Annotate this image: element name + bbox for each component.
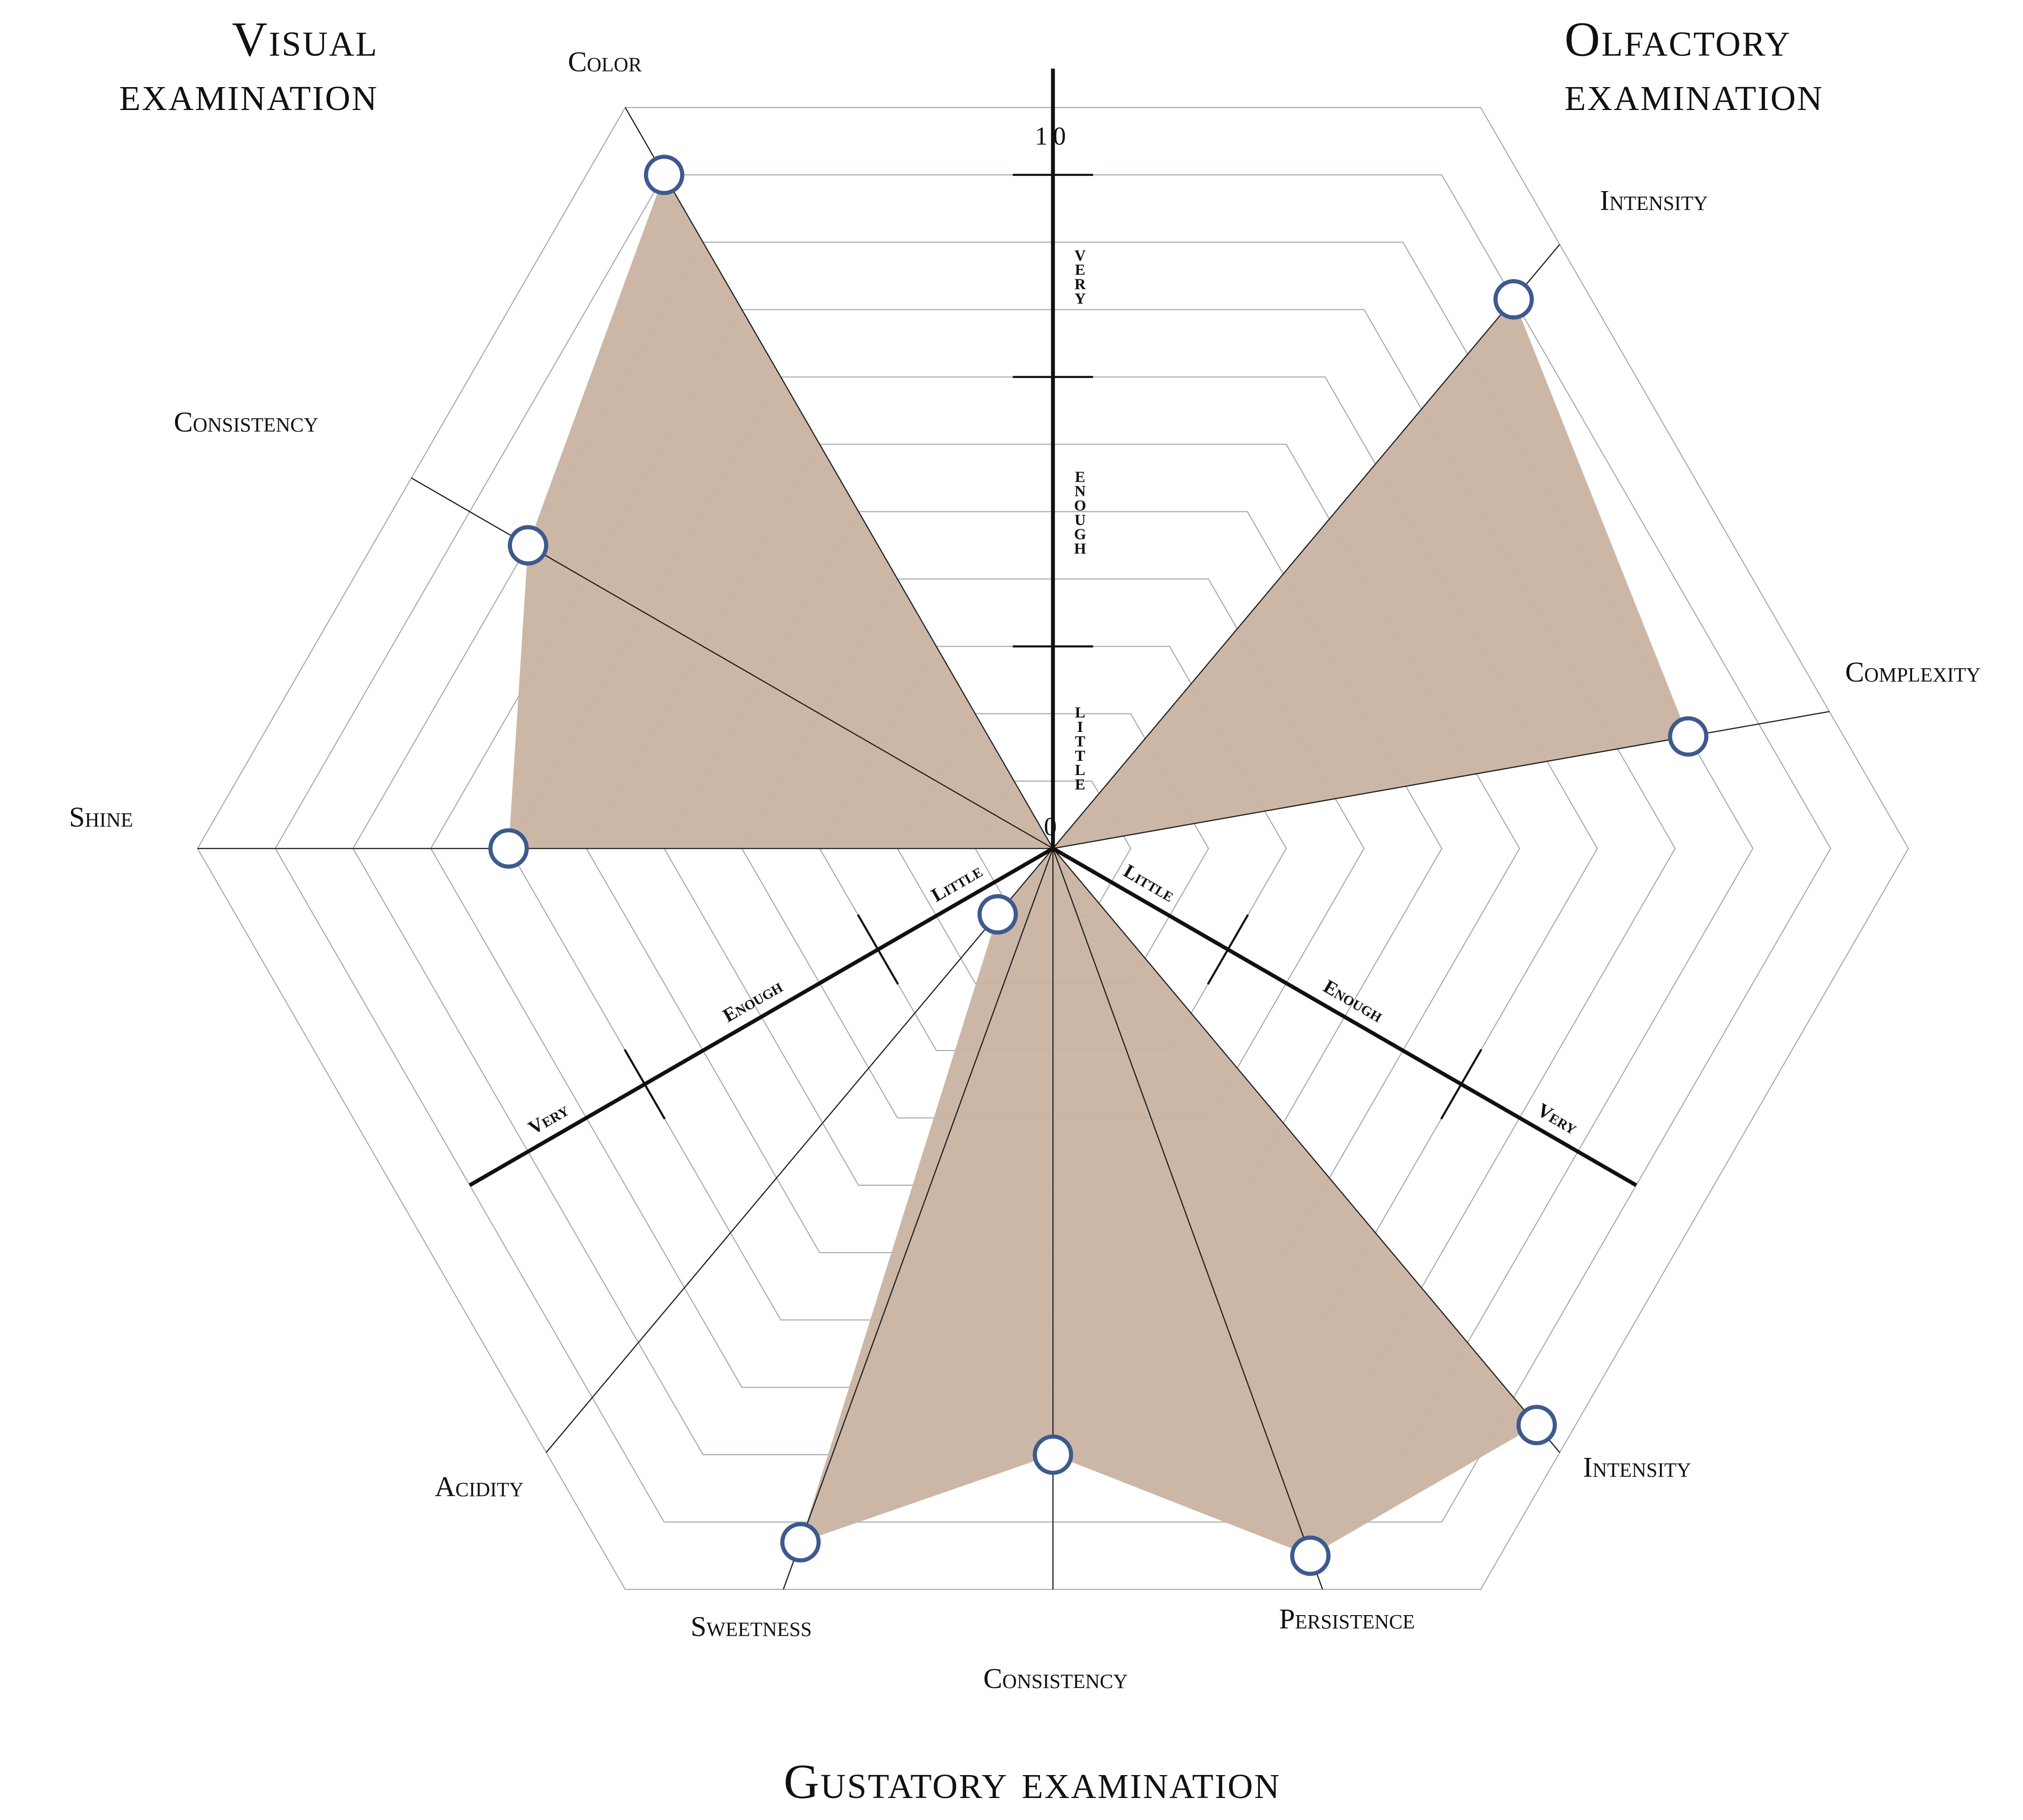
band-label: Little	[928, 860, 986, 907]
band-label: Little	[1120, 860, 1178, 907]
area	[800, 848, 1537, 1556]
scale-tick	[1440, 1049, 1483, 1120]
axis-line	[625, 107, 1054, 849]
axis-label: Color	[568, 47, 642, 78]
data-point	[488, 828, 529, 869]
data-point	[508, 525, 549, 566]
data-point	[780, 1522, 821, 1563]
band-label: Very	[525, 1099, 572, 1139]
data-point	[1668, 716, 1709, 757]
axis-label: Intensity	[1583, 1452, 1691, 1483]
band-label: Enough	[1320, 976, 1387, 1027]
scale-axis	[468, 847, 1054, 1187]
scale-axis	[1052, 847, 1638, 1187]
axis-label: Consistency	[983, 1663, 1127, 1694]
axis-line	[1052, 848, 1561, 1453]
band-label: Enough	[719, 976, 786, 1027]
group-title: Visual examination	[119, 13, 379, 122]
data-point	[977, 894, 1018, 935]
scale-tick	[623, 1049, 666, 1120]
data-point	[1033, 1434, 1073, 1475]
band-label: Very	[1072, 247, 1088, 304]
band-label: Very	[1534, 1099, 1581, 1139]
axis-line	[782, 848, 1054, 1590]
axis-label: Consistency	[174, 407, 318, 438]
axis-label: Sweetness	[691, 1611, 812, 1643]
axis-label: Acidity	[435, 1472, 524, 1503]
data-point	[1493, 279, 1534, 320]
data-point	[1516, 1405, 1557, 1446]
r-tick-label: 0	[1044, 813, 1062, 841]
r-tick-label: 10	[1035, 122, 1071, 150]
group-title: Gustatory examination	[783, 1755, 1281, 1810]
group-title: Olfactory examination	[1564, 13, 1824, 122]
axis-line	[545, 848, 1054, 1453]
area	[508, 175, 1053, 849]
band-label: Little	[1072, 704, 1088, 791]
data-point	[1290, 1535, 1331, 1576]
scale-tick	[1207, 914, 1249, 985]
scale-tick	[857, 914, 899, 985]
axis-line	[1052, 848, 1323, 1590]
band-label: Enough	[1072, 468, 1088, 555]
axis-label: Complexity	[1845, 657, 1981, 688]
area	[1053, 299, 1688, 849]
data-point	[643, 154, 685, 195]
axis-label: Persistence	[1279, 1604, 1415, 1635]
axis-line	[1052, 244, 1561, 849]
axis-label: Shine	[69, 802, 133, 833]
axis-label: Intensity	[1600, 185, 1708, 216]
